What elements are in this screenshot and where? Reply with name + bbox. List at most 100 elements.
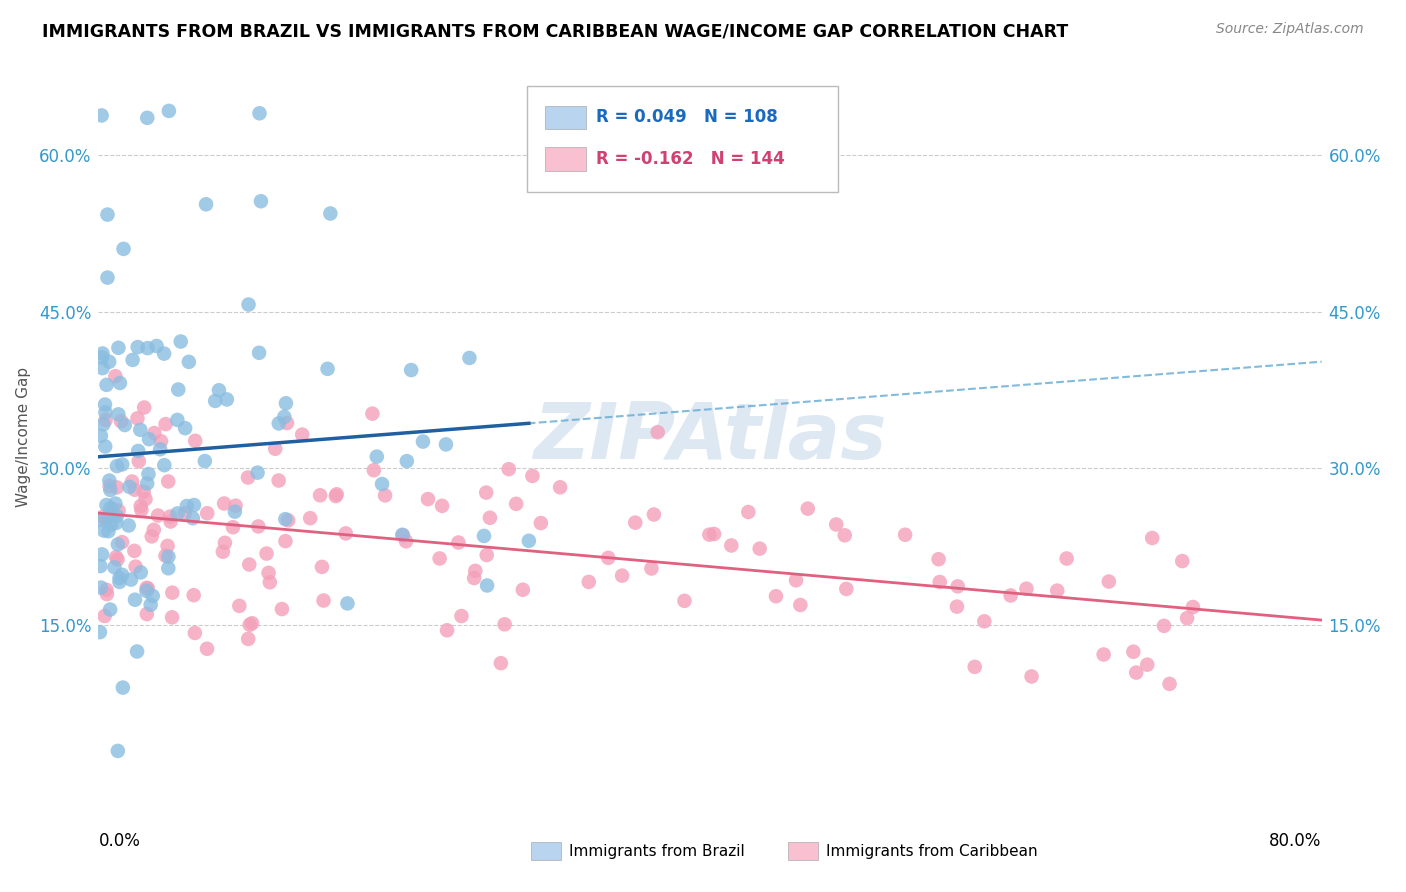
Point xyxy=(174,421,197,435)
Point xyxy=(162,585,184,599)
Point xyxy=(98,483,121,497)
Point xyxy=(157,549,180,564)
Point xyxy=(1000,589,1022,603)
Point xyxy=(127,411,149,425)
Point xyxy=(267,474,290,488)
Point xyxy=(94,440,117,454)
Point xyxy=(274,534,297,549)
Point xyxy=(1122,645,1144,659)
Point xyxy=(104,497,127,511)
Point xyxy=(797,501,820,516)
Point xyxy=(146,508,169,523)
Point xyxy=(96,377,118,392)
Point xyxy=(276,416,298,430)
Point xyxy=(91,548,114,562)
Point xyxy=(494,617,516,632)
Point xyxy=(91,346,114,360)
Point xyxy=(135,607,157,621)
Point xyxy=(946,579,969,593)
Point xyxy=(643,508,665,522)
Point xyxy=(142,523,165,537)
Point xyxy=(195,197,218,211)
Point xyxy=(430,499,453,513)
Point xyxy=(1140,531,1163,545)
Point xyxy=(176,499,198,513)
Point xyxy=(238,558,260,572)
Point xyxy=(1159,677,1181,691)
Point xyxy=(184,434,207,448)
Point xyxy=(107,744,129,758)
Point xyxy=(335,526,357,541)
Point xyxy=(512,582,534,597)
Point xyxy=(93,511,115,525)
Point xyxy=(548,480,571,494)
Point xyxy=(825,517,848,532)
Point xyxy=(450,609,472,624)
Point xyxy=(208,384,231,398)
Point xyxy=(124,559,146,574)
Text: R = -0.162   N = 144: R = -0.162 N = 144 xyxy=(596,150,785,168)
Point xyxy=(1021,669,1043,683)
Point xyxy=(247,519,270,533)
Point xyxy=(517,533,540,548)
Point xyxy=(177,355,200,369)
Point xyxy=(156,539,179,553)
Point xyxy=(475,548,498,562)
Point xyxy=(98,510,121,524)
Point xyxy=(91,509,114,524)
Point xyxy=(963,660,986,674)
Point xyxy=(108,574,131,589)
Point xyxy=(89,513,111,527)
Point xyxy=(138,432,160,446)
Point xyxy=(236,470,259,484)
Point xyxy=(257,566,280,580)
Point xyxy=(104,369,127,384)
Point xyxy=(121,475,143,489)
Point xyxy=(129,423,152,437)
Point xyxy=(166,413,188,427)
Point xyxy=(90,581,112,595)
Point xyxy=(159,509,181,524)
Point xyxy=(135,583,157,598)
Point xyxy=(96,582,118,597)
Point xyxy=(267,417,290,431)
Point xyxy=(195,641,218,656)
Point xyxy=(136,341,159,355)
Point xyxy=(120,573,142,587)
Point xyxy=(90,351,112,365)
Point xyxy=(371,477,394,491)
Point xyxy=(93,417,115,432)
Point xyxy=(100,517,122,532)
Point xyxy=(136,476,159,491)
Point xyxy=(1175,611,1198,625)
Point xyxy=(107,341,129,355)
Point xyxy=(93,609,115,624)
Point xyxy=(291,427,314,442)
Point xyxy=(143,425,166,440)
Point xyxy=(505,497,527,511)
Point xyxy=(108,376,131,390)
Point xyxy=(475,485,498,500)
Point xyxy=(399,363,422,377)
Point xyxy=(128,454,150,468)
Point xyxy=(112,242,135,256)
Point xyxy=(225,499,247,513)
Point xyxy=(107,552,129,566)
Point xyxy=(316,361,339,376)
FancyBboxPatch shape xyxy=(546,147,586,171)
Point xyxy=(149,442,172,457)
Point xyxy=(222,520,245,534)
Point xyxy=(101,501,124,516)
Point xyxy=(91,361,114,376)
Point xyxy=(155,417,177,431)
Point xyxy=(250,194,273,209)
Point xyxy=(121,352,143,367)
Point xyxy=(114,417,136,432)
Point xyxy=(748,541,770,556)
Point xyxy=(111,681,134,695)
Point xyxy=(336,596,359,610)
Point xyxy=(96,498,118,512)
Point xyxy=(103,560,125,574)
Point xyxy=(118,480,141,494)
Point xyxy=(240,616,263,631)
